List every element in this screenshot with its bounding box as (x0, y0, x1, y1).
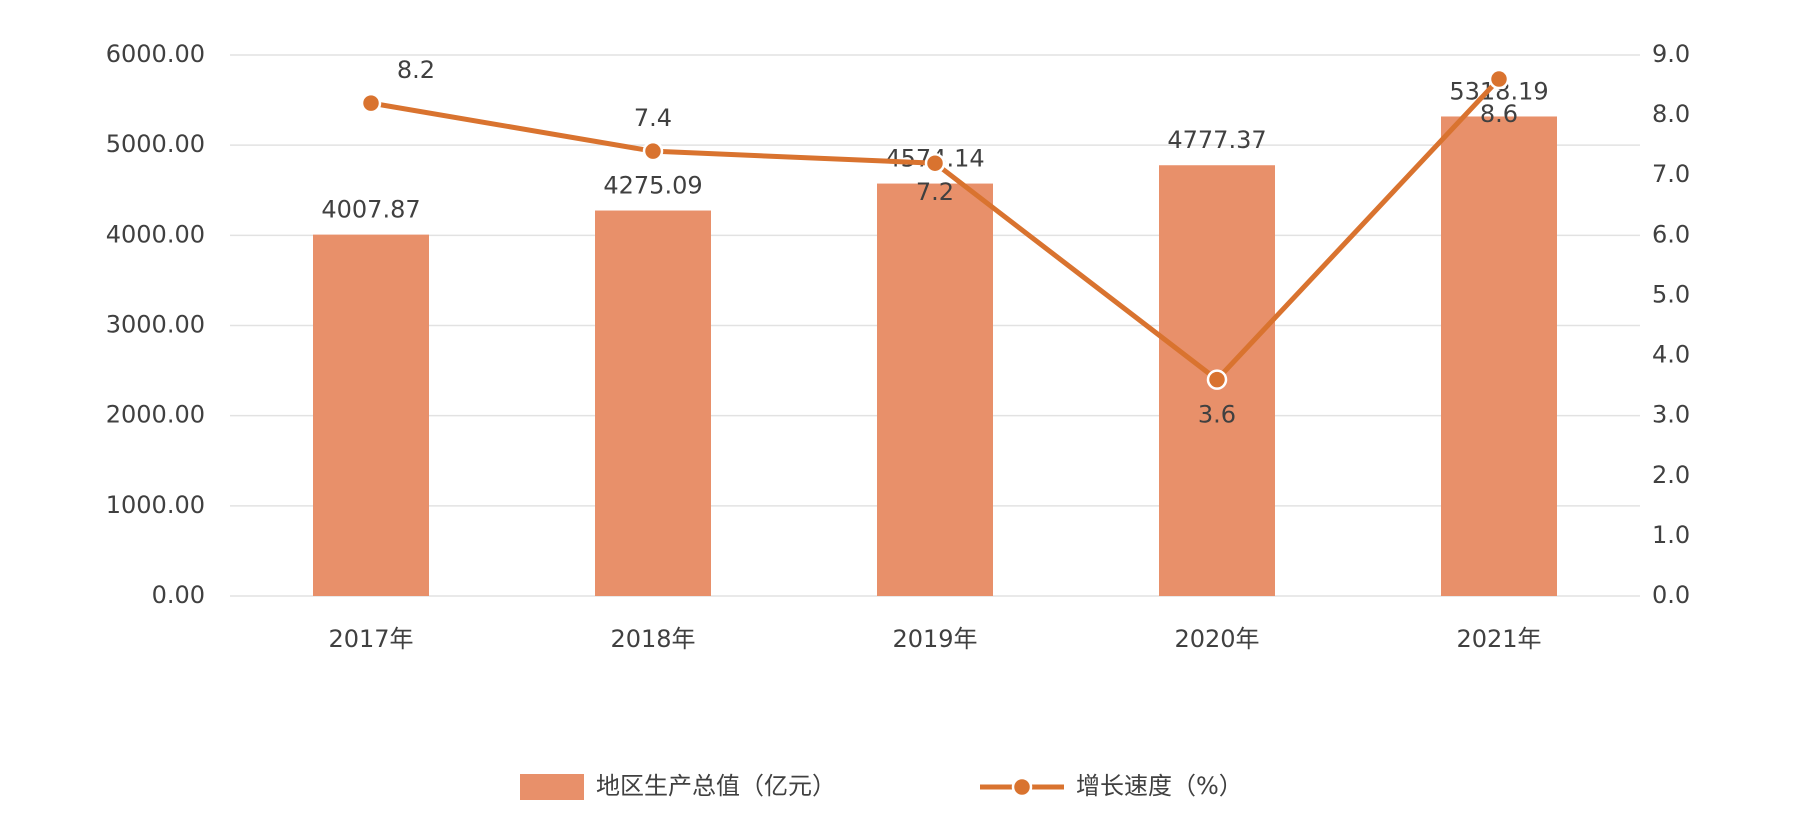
y2-tick-label: 9.0 (1652, 40, 1690, 68)
x-tick-label: 2020年 (1174, 625, 1259, 653)
y-tick-label: 3000.00 (106, 311, 205, 339)
bar (877, 183, 993, 596)
bar-value-label: 4007.87 (321, 196, 420, 224)
y2-tick-label: 8.0 (1652, 100, 1690, 128)
bar-value-label: 4275.09 (603, 172, 702, 200)
x-tick-label: 2018年 (610, 625, 695, 653)
y-tick-label: 0.00 (152, 581, 205, 609)
y2-tick-label: 4.0 (1652, 341, 1690, 369)
legend-label: 地区生产总值（亿元） (596, 772, 836, 800)
y2-tick-label: 7.0 (1652, 160, 1690, 188)
line-value-label: 8.6 (1480, 100, 1518, 128)
line-value-label: 8.2 (397, 56, 435, 84)
line-point (924, 152, 946, 174)
y2-tick-label: 6.0 (1652, 220, 1690, 248)
line-value-label: 7.2 (916, 178, 954, 206)
y-tick-label: 5000.00 (106, 130, 205, 158)
x-tick-label: 2017年 (328, 625, 413, 653)
y2-tick-label: 3.0 (1652, 401, 1690, 429)
bar (1441, 116, 1557, 596)
x-tick-label: 2019年 (892, 625, 977, 653)
legend-label: 增长速度（%） (1076, 772, 1243, 800)
line-point (360, 92, 382, 114)
y-tick-label: 6000.00 (106, 40, 205, 68)
line-value-label: 3.6 (1198, 401, 1236, 429)
legend-swatch (520, 774, 584, 800)
line-point (1488, 68, 1510, 90)
bar (313, 234, 429, 596)
y-tick-label: 1000.00 (106, 491, 205, 519)
legend-swatch (1011, 776, 1033, 798)
y-tick-label: 2000.00 (106, 401, 205, 429)
y2-tick-label: 1.0 (1652, 521, 1690, 549)
y2-tick-label: 0.0 (1652, 581, 1690, 609)
y-tick-label: 4000.00 (106, 220, 205, 248)
bar (595, 210, 711, 596)
line-point (1206, 369, 1228, 390)
y2-tick-label: 5.0 (1652, 280, 1690, 308)
bar-value-label: 4777.37 (1167, 126, 1266, 154)
x-tick-label: 2021年 (1456, 625, 1541, 653)
line-value-label: 7.4 (634, 104, 672, 132)
y2-tick-label: 2.0 (1652, 461, 1690, 489)
line-point (642, 140, 664, 162)
